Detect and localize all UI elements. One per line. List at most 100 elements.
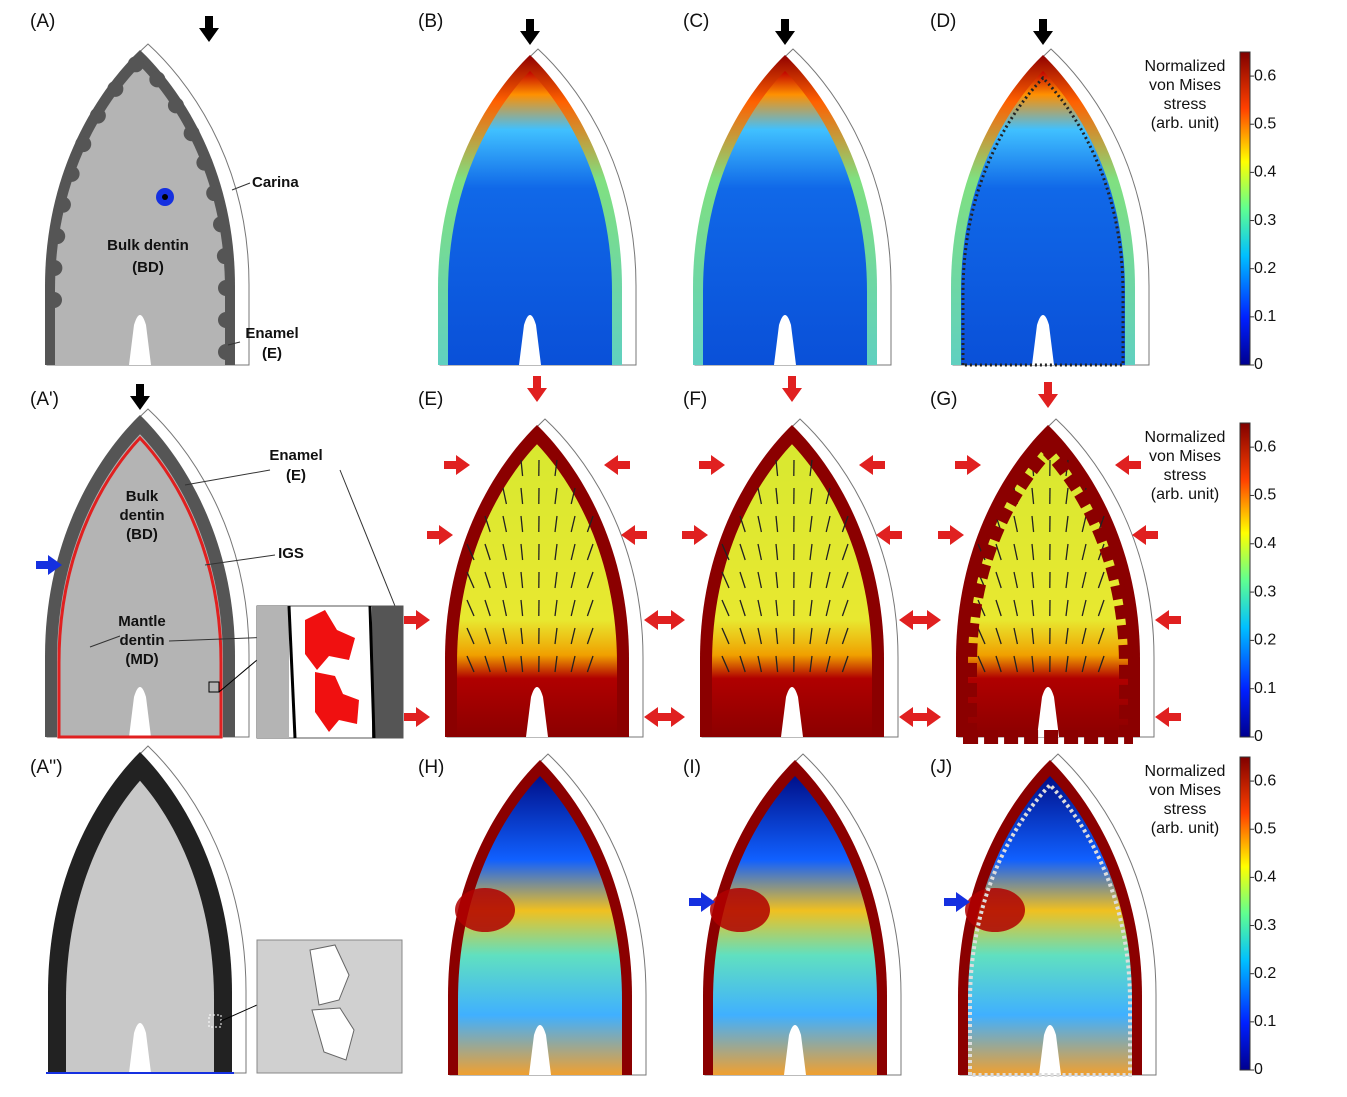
- vector: [502, 599, 508, 617]
- colorbar-title: (arb. unit): [1151, 115, 1219, 132]
- carina: [212, 216, 229, 233]
- dentin: [457, 444, 617, 737]
- mesh-blob: [309, 944, 350, 1006]
- panel-label: (J): [930, 757, 952, 778]
- vector: [502, 571, 508, 589]
- colorbar-title: Normalized: [1145, 429, 1226, 446]
- tick-label: 0.1: [1254, 308, 1276, 325]
- annotation: Enamel: [245, 325, 298, 342]
- panel-label: (B): [418, 11, 443, 32]
- vector: [554, 543, 558, 561]
- arrow: [527, 376, 547, 402]
- vector: [1081, 655, 1087, 673]
- annotation: Bulk: [126, 488, 159, 505]
- vector: [977, 599, 986, 617]
- carina: [46, 260, 63, 277]
- vector: [1065, 543, 1069, 561]
- vector: [554, 627, 558, 645]
- vector: [809, 571, 813, 589]
- arrow: [644, 610, 670, 630]
- vector: [520, 655, 524, 673]
- annotation: IGS: [278, 545, 304, 562]
- vector: [520, 599, 524, 617]
- carina: [49, 228, 66, 245]
- panel-label: (C): [683, 11, 709, 32]
- arrow: [520, 19, 540, 45]
- vector: [825, 571, 831, 589]
- vector: [1065, 599, 1069, 617]
- vector: [570, 571, 576, 589]
- vector: [570, 627, 576, 645]
- vector: [1081, 599, 1087, 617]
- dentin: [961, 71, 1125, 365]
- annotation: (MD): [125, 651, 158, 668]
- annotation: Mantle: [118, 613, 166, 630]
- tick-label: 0.1: [1254, 1013, 1276, 1030]
- vector: [775, 459, 779, 477]
- vector: [825, 543, 831, 561]
- igs: [968, 782, 1132, 1077]
- leader: [231, 182, 251, 191]
- vector: [757, 515, 763, 533]
- arrow: [659, 610, 685, 630]
- vector: [757, 599, 763, 617]
- leader: [227, 341, 241, 346]
- vector: [520, 543, 524, 561]
- arrow: [955, 455, 981, 475]
- vector: [554, 655, 558, 673]
- vector: [586, 515, 594, 533]
- vector: [1065, 571, 1069, 589]
- mesh-blob: [311, 1007, 355, 1061]
- carina: [167, 97, 184, 114]
- vector: [841, 655, 849, 673]
- vector: [825, 515, 831, 533]
- hotspot: [710, 888, 770, 932]
- vector: [757, 571, 763, 589]
- vector: [995, 571, 1002, 589]
- annotation: Carina: [252, 174, 299, 191]
- carina: [63, 165, 80, 182]
- vector: [570, 515, 576, 533]
- vector: [1065, 627, 1069, 645]
- vector: [520, 627, 524, 645]
- vector: [841, 571, 849, 589]
- vector: [570, 655, 576, 673]
- hotspot: [455, 888, 515, 932]
- vector: [775, 543, 779, 561]
- hotspot: [965, 888, 1025, 932]
- inset-box: [208, 681, 220, 693]
- vector: [1065, 655, 1069, 673]
- vector: [520, 459, 524, 477]
- vector: [466, 571, 475, 589]
- arrow: [1155, 610, 1181, 630]
- vector: [1031, 655, 1035, 673]
- carina: [149, 71, 166, 88]
- dentin: [66, 780, 214, 1073]
- dentin: [968, 776, 1132, 1075]
- vector: [554, 599, 558, 617]
- vector: [809, 543, 813, 561]
- vector: [995, 655, 1002, 673]
- dentin: [712, 444, 872, 737]
- vector: [1031, 487, 1035, 505]
- tick-label: 0.5: [1254, 115, 1276, 132]
- vector: [775, 599, 779, 617]
- igs: [57, 435, 223, 739]
- panel-label: (A''): [30, 757, 63, 778]
- vector: [809, 487, 813, 505]
- vector: [570, 487, 576, 505]
- vector: [757, 543, 763, 561]
- arrow: [1155, 707, 1181, 727]
- arrow: [427, 525, 453, 545]
- vector: [825, 599, 831, 617]
- arrow: [644, 707, 670, 727]
- colorbar-title: (arb. unit): [1151, 486, 1219, 503]
- panel-label: (D): [930, 11, 956, 32]
- inset-dentin: [257, 606, 289, 738]
- carina: [127, 56, 144, 73]
- annotation: dentin: [120, 507, 165, 524]
- arrow: [444, 455, 470, 475]
- vector: [809, 515, 813, 533]
- vector: [775, 655, 779, 673]
